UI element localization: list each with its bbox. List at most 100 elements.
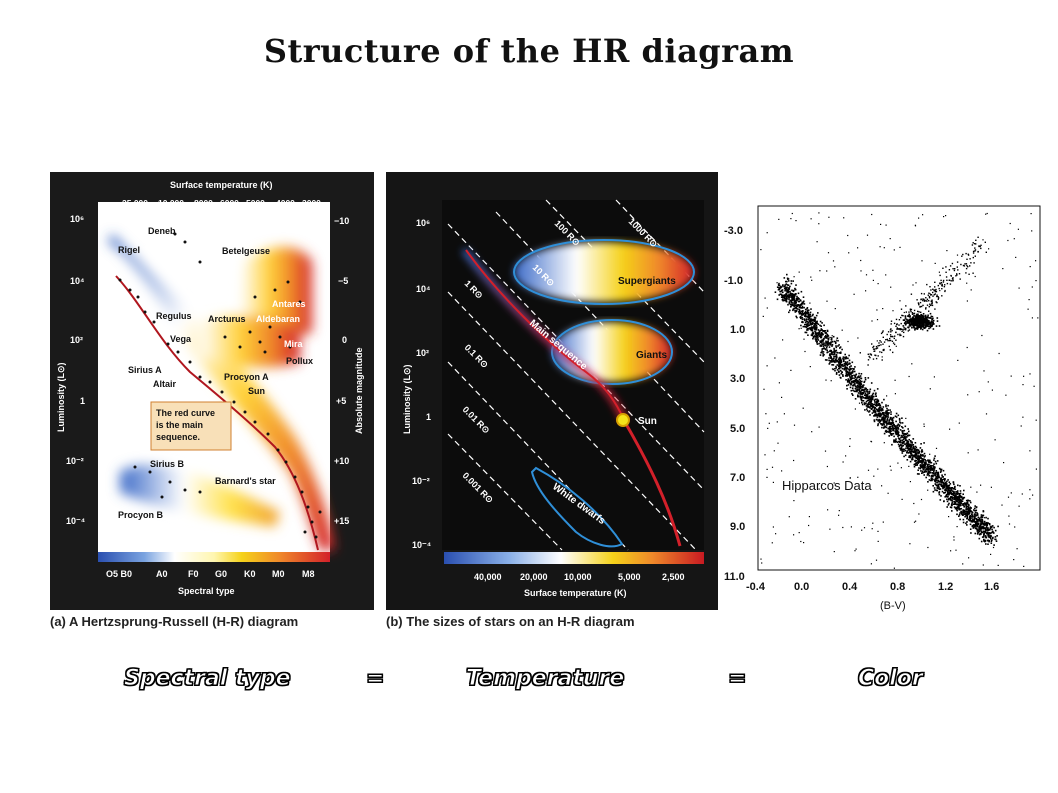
data-point xyxy=(892,416,895,419)
data-point xyxy=(916,299,918,301)
data-point xyxy=(766,365,768,367)
data-point xyxy=(966,258,968,260)
data-point xyxy=(927,325,930,327)
data-point xyxy=(849,371,851,374)
data-point xyxy=(974,510,976,512)
data-point xyxy=(830,342,832,344)
data-point xyxy=(866,396,868,399)
data-point xyxy=(892,310,894,312)
data-point xyxy=(875,414,878,416)
data-point xyxy=(974,505,976,507)
main-sequence-note: The red curve is the main sequence. xyxy=(150,401,232,451)
data-point xyxy=(980,515,983,518)
data-point xyxy=(813,316,816,319)
data-point xyxy=(914,449,916,451)
data-point xyxy=(921,470,924,473)
data-point xyxy=(802,296,805,298)
data-point xyxy=(966,521,968,523)
data-point xyxy=(915,327,917,329)
data-point xyxy=(909,309,912,311)
data-point xyxy=(831,351,833,354)
data-point xyxy=(909,440,912,442)
data-point xyxy=(804,312,806,315)
data-point xyxy=(971,524,974,527)
data-point xyxy=(929,293,931,295)
data-point xyxy=(807,315,810,317)
data-point xyxy=(927,316,929,318)
data-point xyxy=(897,437,900,439)
data-point xyxy=(909,451,912,454)
data-point xyxy=(952,278,954,280)
data-point xyxy=(892,351,894,354)
data-point xyxy=(883,419,886,422)
data-point xyxy=(957,269,959,271)
data-point xyxy=(979,529,981,531)
data-point xyxy=(902,325,905,327)
data-point xyxy=(908,455,911,457)
data-point xyxy=(885,412,888,415)
data-point xyxy=(944,284,946,286)
data-point xyxy=(986,523,989,525)
data-point xyxy=(844,353,846,356)
data-point xyxy=(910,452,912,455)
data-point xyxy=(823,330,825,332)
data-point xyxy=(934,483,937,485)
data-point xyxy=(968,510,971,512)
data-point xyxy=(982,510,985,512)
data-point xyxy=(975,524,978,526)
data-point xyxy=(781,285,784,287)
data-point xyxy=(854,550,856,552)
data-point xyxy=(853,370,856,373)
sun-marker xyxy=(616,413,630,427)
data-point xyxy=(933,289,936,291)
data-point xyxy=(865,274,868,276)
data-point xyxy=(916,326,919,329)
data-point xyxy=(947,488,950,490)
data-point xyxy=(836,360,839,362)
data-point xyxy=(821,331,823,334)
data-point xyxy=(959,501,962,504)
data-point xyxy=(996,535,998,537)
data-point xyxy=(950,280,952,282)
data-point xyxy=(885,431,888,433)
data-point xyxy=(766,468,768,470)
data-point xyxy=(938,493,941,496)
data-point xyxy=(794,311,796,313)
data-point xyxy=(797,297,800,299)
data-point xyxy=(937,485,940,487)
data-point xyxy=(790,280,793,282)
data-point xyxy=(1033,385,1035,387)
data-point xyxy=(802,407,804,409)
data-point xyxy=(899,300,901,302)
data-point xyxy=(984,523,986,526)
data-point xyxy=(918,318,921,321)
tick-label: 1.2 xyxy=(938,581,953,593)
data-point xyxy=(951,262,954,265)
data-point xyxy=(974,255,976,257)
data-point xyxy=(940,468,943,471)
data-point xyxy=(863,396,865,399)
data-point xyxy=(857,385,860,388)
data-point xyxy=(953,539,955,541)
data-point xyxy=(933,469,935,471)
data-point xyxy=(794,308,796,310)
data-point xyxy=(940,480,942,483)
data-point xyxy=(934,281,936,283)
data-point xyxy=(870,441,873,443)
bottom-ticks: O5 B0 A0 F0 G0 K0 M0 M8 xyxy=(106,569,315,579)
data-point xyxy=(1023,565,1025,567)
data-point xyxy=(834,355,836,358)
data-point xyxy=(826,349,828,352)
data-point xyxy=(836,337,839,339)
data-point xyxy=(873,407,876,410)
data-point xyxy=(819,320,822,323)
data-point xyxy=(782,284,784,286)
data-point xyxy=(918,467,920,469)
data-point xyxy=(924,470,926,472)
data-point xyxy=(798,300,800,303)
data-point xyxy=(861,392,864,394)
data-point xyxy=(918,458,920,460)
data-point xyxy=(801,302,804,305)
data-point xyxy=(866,394,869,397)
tick-label: -1.0 xyxy=(724,275,743,287)
